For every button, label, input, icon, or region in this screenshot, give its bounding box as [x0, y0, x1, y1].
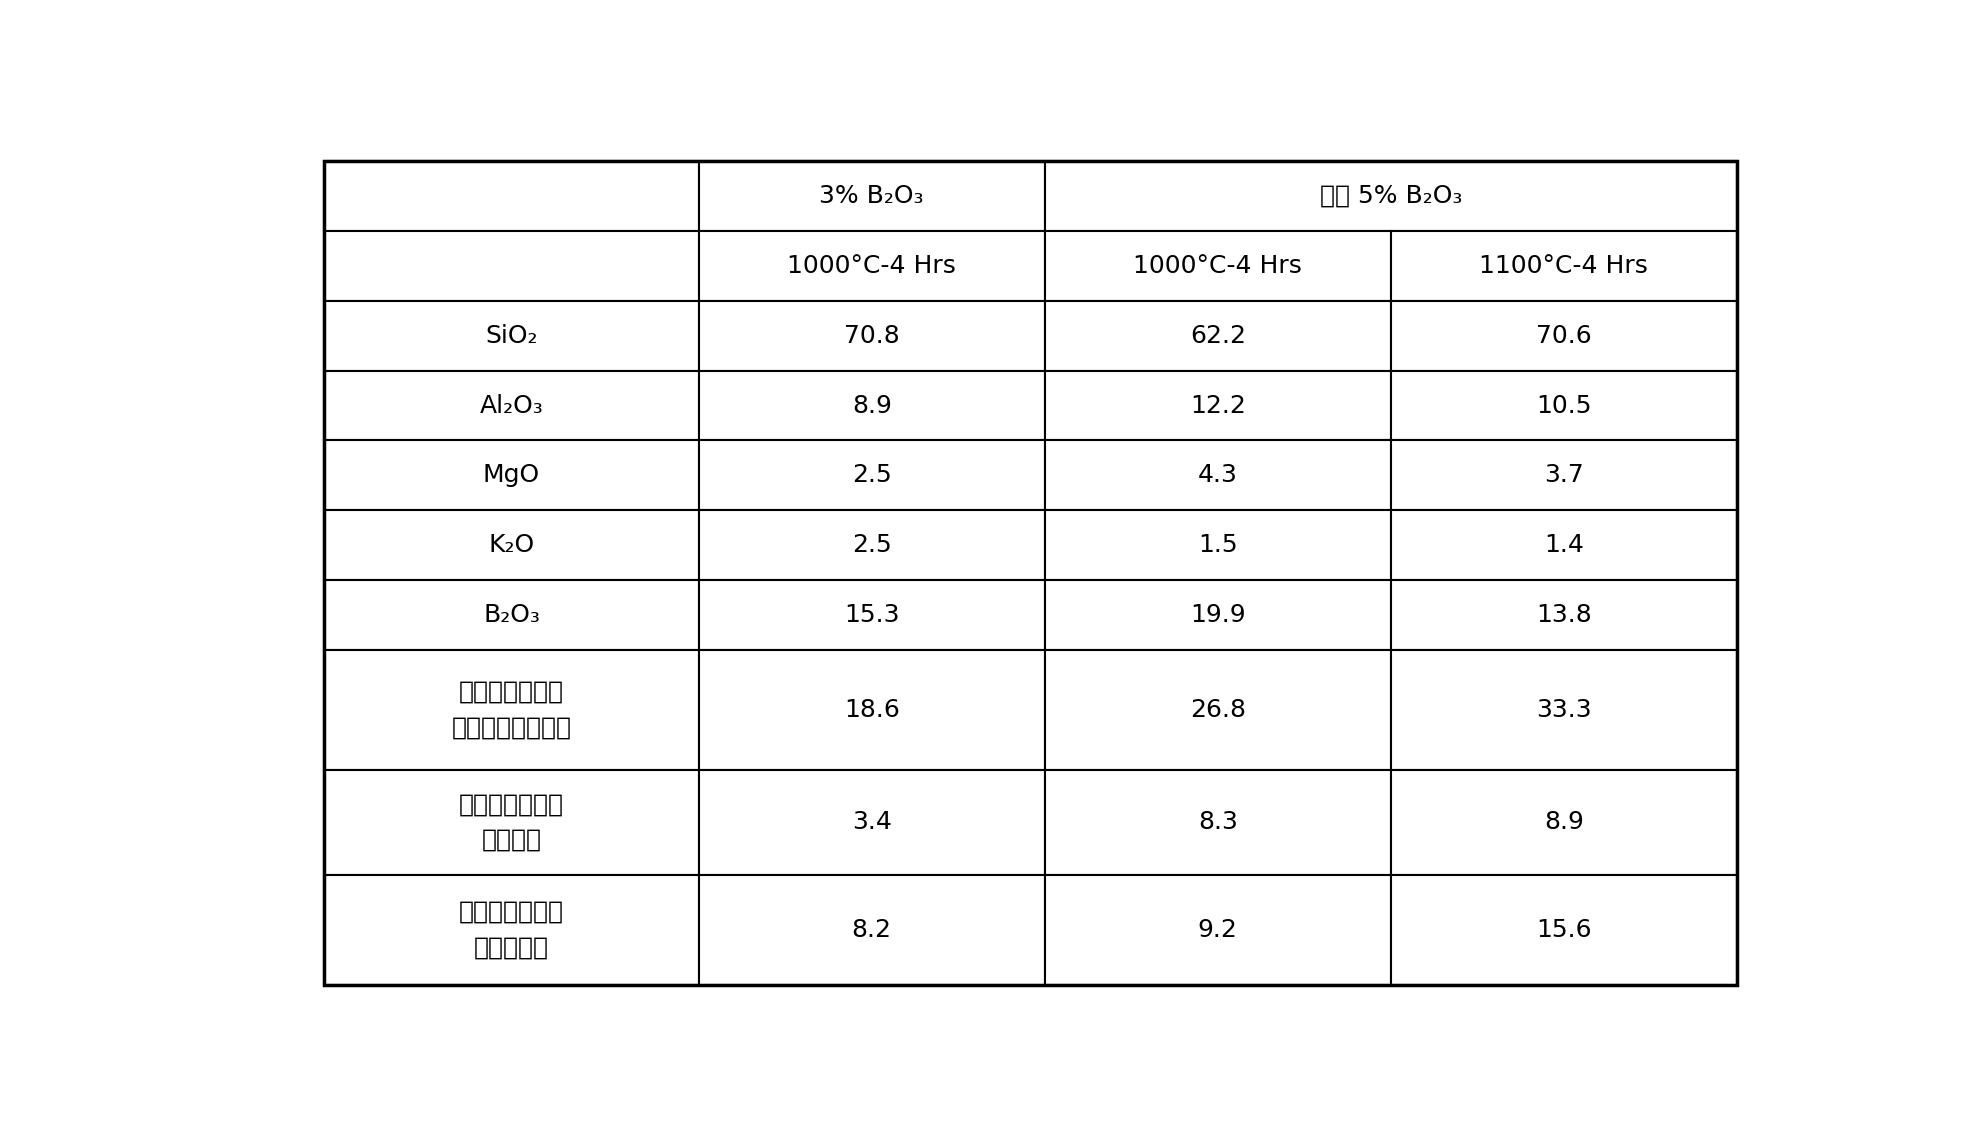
Bar: [1043, 650, 1390, 769]
Bar: [699, 769, 1043, 875]
Bar: [1043, 301, 1390, 370]
Text: 矿物聚合物玻璃
重量百分数计算値: 矿物聚合物玻璃 重量百分数计算値: [451, 680, 572, 740]
Text: 1100°C-4 Hrs: 1100°C-4 Hrs: [1479, 253, 1647, 278]
Text: 62.2: 62.2: [1190, 323, 1245, 348]
Text: 3.4: 3.4: [851, 811, 891, 834]
Bar: [1043, 875, 1390, 985]
Bar: [325, 650, 699, 769]
Bar: [325, 875, 699, 985]
Text: 8.3: 8.3: [1198, 811, 1238, 834]
Bar: [1043, 440, 1390, 510]
Text: 10.5: 10.5: [1534, 394, 1590, 418]
Text: 溶解的幇青石重
量百分数: 溶解的幇青石重 量百分数: [459, 793, 564, 852]
Text: 26.8: 26.8: [1190, 698, 1245, 722]
Text: 加入 5% B₂O₃: 加入 5% B₂O₃: [1319, 184, 1461, 208]
Bar: [1390, 301, 1736, 370]
Text: 15.6: 15.6: [1534, 918, 1590, 941]
Text: 2.5: 2.5: [851, 464, 891, 488]
Bar: [1043, 161, 1736, 231]
Bar: [325, 231, 699, 301]
Bar: [325, 370, 699, 440]
Text: K₂O: K₂O: [489, 534, 535, 557]
Text: SiO₂: SiO₂: [485, 323, 537, 348]
Bar: [699, 301, 1043, 370]
Bar: [1390, 875, 1736, 985]
Bar: [1043, 231, 1390, 301]
Text: MgO: MgO: [483, 464, 541, 488]
Text: 12.2: 12.2: [1190, 394, 1245, 418]
Text: 15.3: 15.3: [843, 604, 899, 627]
Bar: [325, 301, 699, 370]
Text: 33.3: 33.3: [1534, 698, 1590, 722]
Text: 3.7: 3.7: [1542, 464, 1582, 488]
Bar: [699, 650, 1043, 769]
Bar: [1043, 370, 1390, 440]
Bar: [699, 580, 1043, 650]
Text: 70.6: 70.6: [1534, 323, 1590, 348]
Text: 13.8: 13.8: [1534, 604, 1590, 627]
Bar: [699, 231, 1043, 301]
Text: 8.9: 8.9: [851, 394, 891, 418]
Bar: [325, 440, 699, 510]
Bar: [1390, 440, 1736, 510]
Text: B₂O₃: B₂O₃: [483, 604, 541, 627]
Bar: [325, 769, 699, 875]
Bar: [325, 510, 699, 580]
Bar: [1390, 231, 1736, 301]
Bar: [699, 510, 1043, 580]
Text: 19.9: 19.9: [1190, 604, 1245, 627]
Text: 1000°C-4 Hrs: 1000°C-4 Hrs: [786, 253, 956, 278]
Bar: [1390, 580, 1736, 650]
Bar: [1390, 769, 1736, 875]
Text: 18.6: 18.6: [843, 698, 899, 722]
Bar: [699, 875, 1043, 985]
Bar: [1043, 580, 1390, 650]
Text: 1.4: 1.4: [1542, 534, 1582, 557]
Bar: [699, 440, 1043, 510]
Bar: [1043, 510, 1390, 580]
Text: 9.2: 9.2: [1198, 918, 1238, 941]
Bar: [325, 580, 699, 650]
Text: 2.5: 2.5: [851, 534, 891, 557]
Text: 70.8: 70.8: [843, 323, 899, 348]
Bar: [1390, 510, 1736, 580]
Text: 8.9: 8.9: [1542, 811, 1582, 834]
Bar: [1390, 370, 1736, 440]
Bar: [325, 161, 699, 231]
Bar: [1390, 650, 1736, 769]
Text: 溶解的它们硬石
重量百分数: 溶解的它们硬石 重量百分数: [459, 900, 564, 959]
Text: 8.2: 8.2: [851, 918, 891, 941]
Text: 3% B₂O₃: 3% B₂O₃: [820, 184, 923, 208]
Text: 4.3: 4.3: [1198, 464, 1238, 488]
Bar: [1043, 769, 1390, 875]
Text: 1.5: 1.5: [1198, 534, 1238, 557]
Bar: [699, 161, 1043, 231]
Bar: [699, 370, 1043, 440]
Text: Al₂O₃: Al₂O₃: [479, 394, 543, 418]
Text: 1000°C-4 Hrs: 1000°C-4 Hrs: [1133, 253, 1301, 278]
